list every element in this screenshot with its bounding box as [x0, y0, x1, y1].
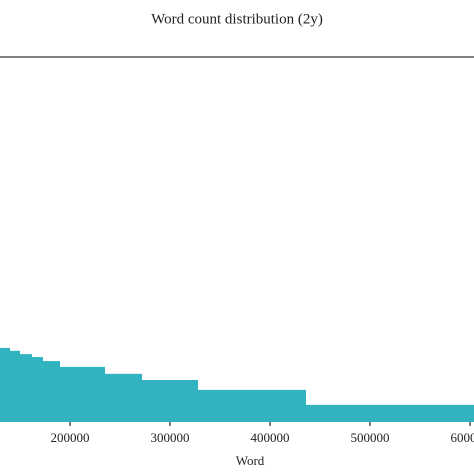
- bar: [60, 366, 105, 422]
- bar: [142, 380, 198, 422]
- x-tick-label: 200000: [51, 430, 90, 445]
- x-axis-label: Word: [236, 453, 265, 468]
- bar: [198, 389, 306, 422]
- chart-title: Word count distribution (2y): [151, 11, 323, 27]
- bar: [10, 350, 20, 422]
- x-tick-label: 300000: [151, 430, 190, 445]
- x-tick-label: 500000: [351, 430, 390, 445]
- bar: [20, 354, 32, 422]
- bar: [32, 357, 43, 422]
- bar: [306, 404, 474, 422]
- bar: [0, 347, 10, 422]
- x-tick-label: 400000: [251, 430, 290, 445]
- x-tick-label: 600000: [451, 430, 474, 445]
- bar: [43, 361, 60, 422]
- bar: [105, 373, 142, 422]
